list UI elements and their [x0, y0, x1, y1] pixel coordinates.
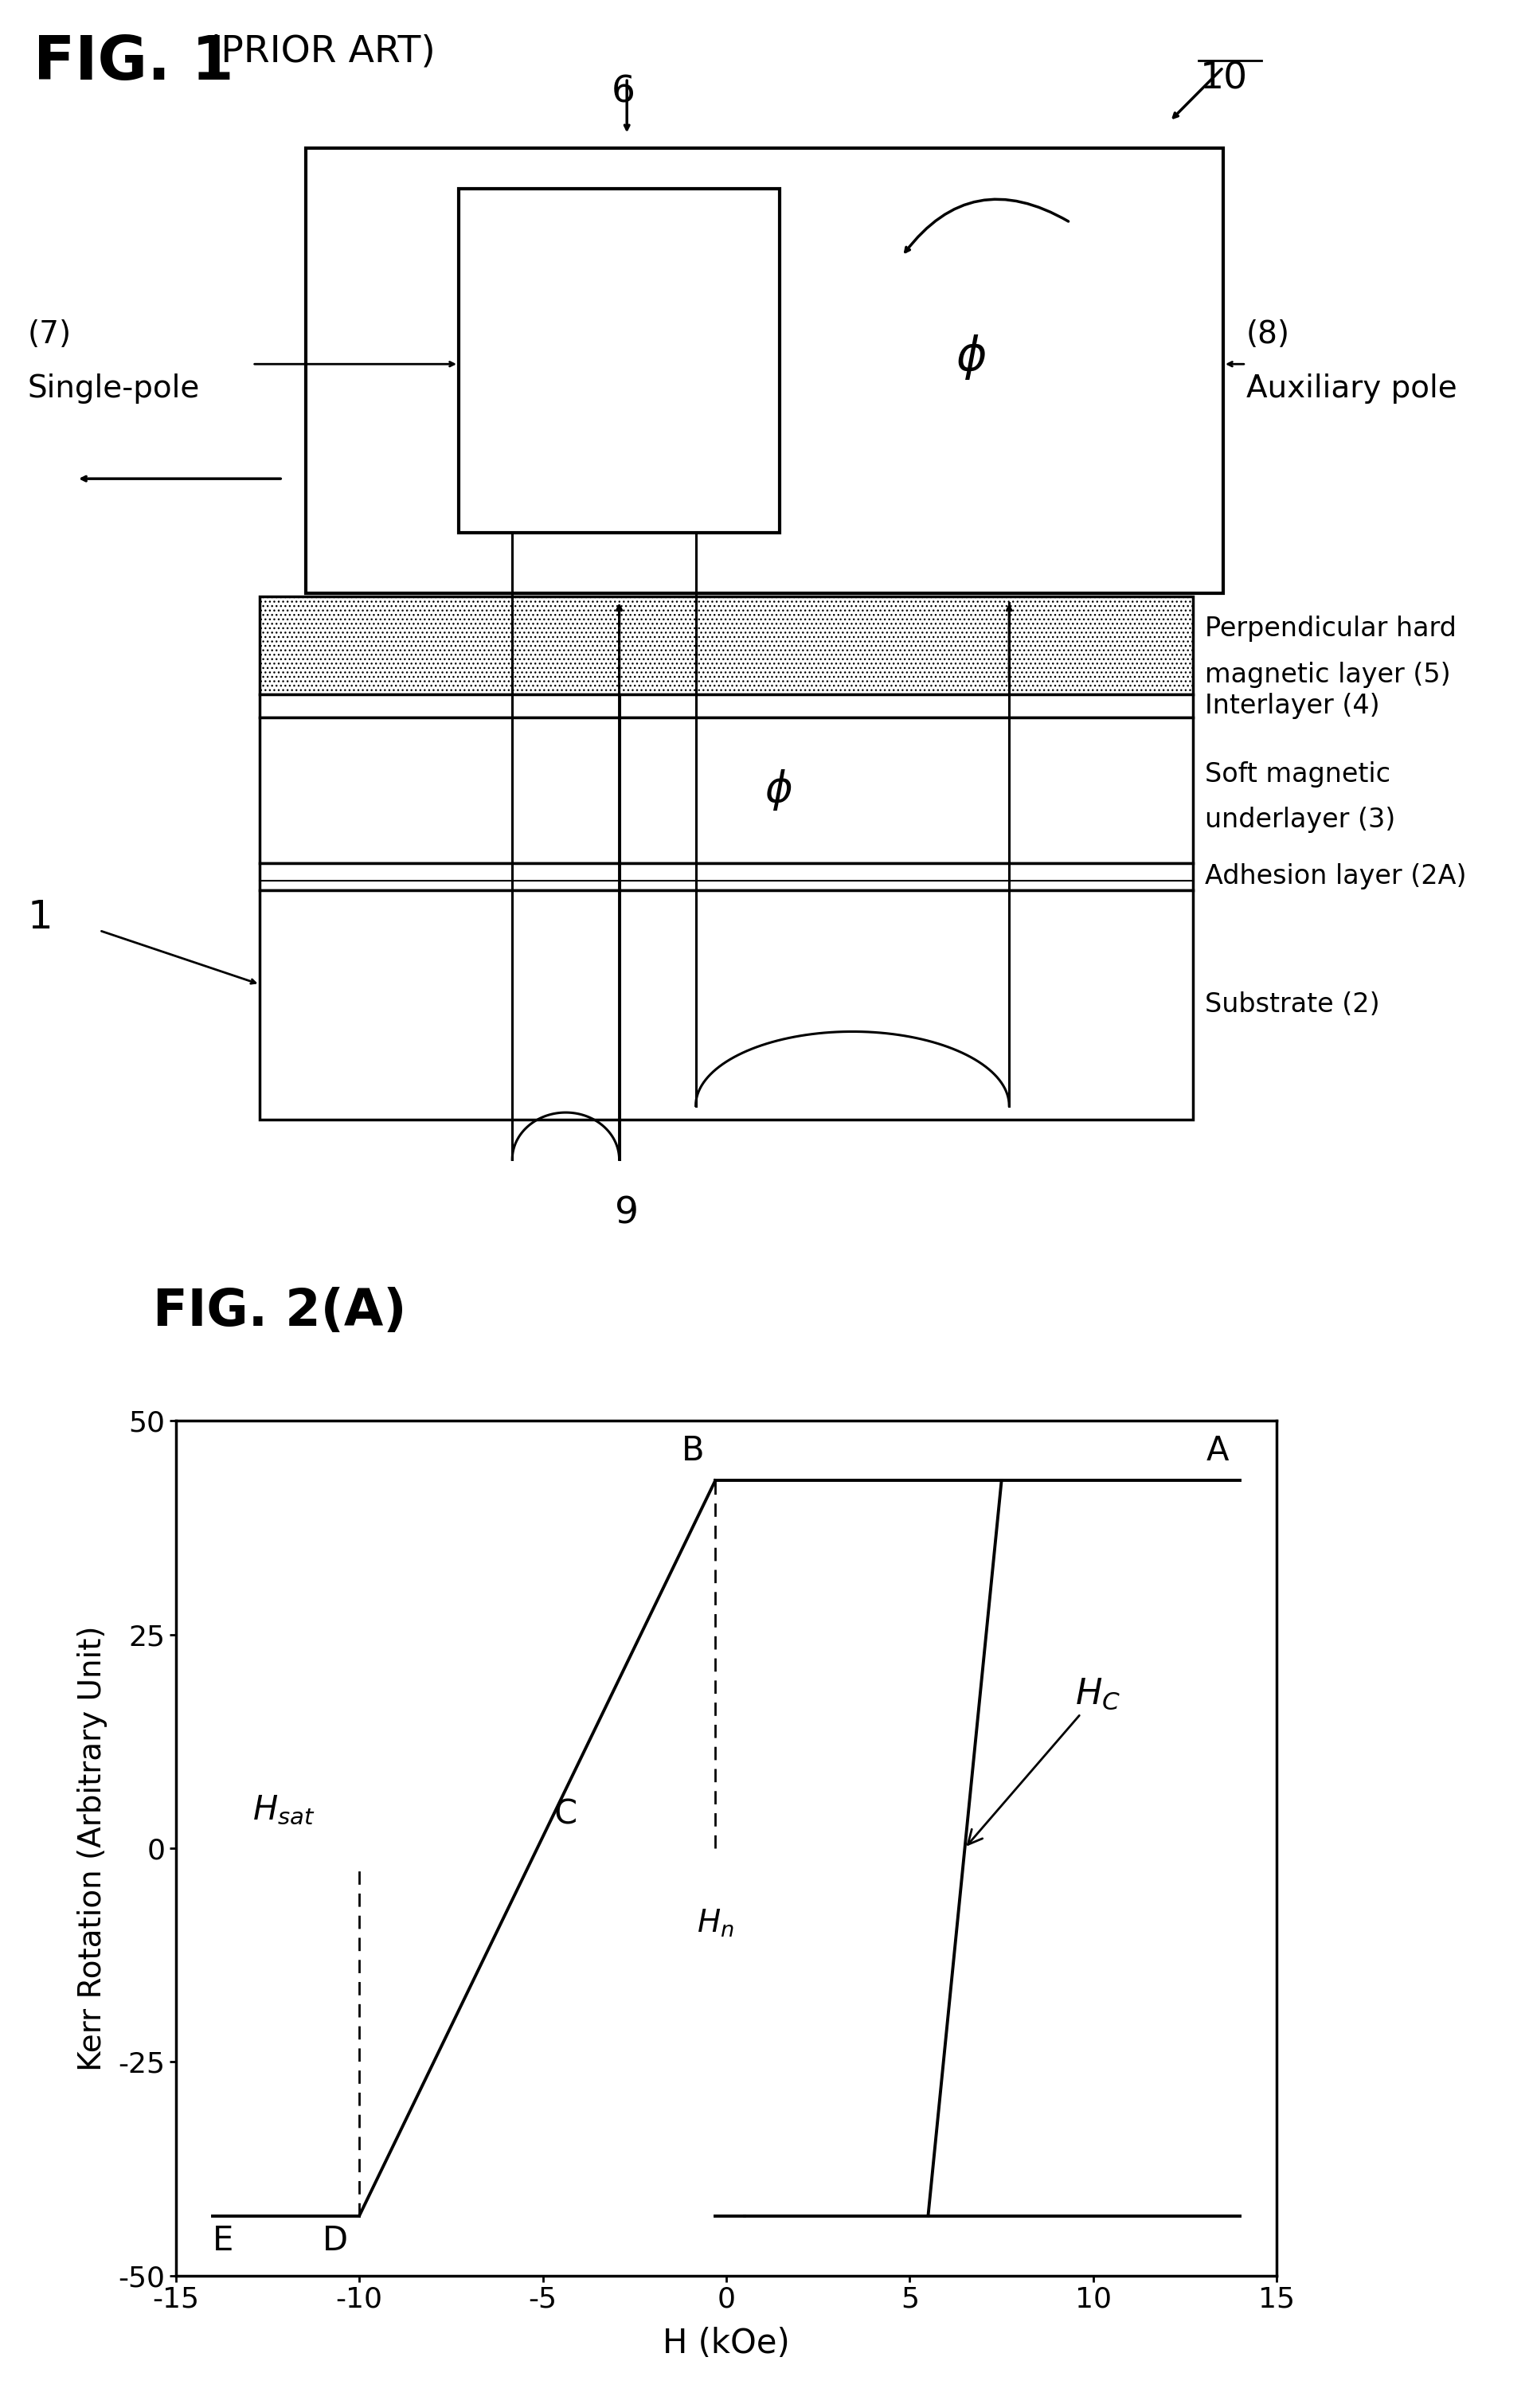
Text: $H_{sat}$: $H_{sat}$: [252, 1794, 315, 1825]
Text: underlayer (3): underlayer (3): [1205, 807, 1396, 833]
X-axis label: H (kOe): H (kOe): [662, 2326, 790, 2360]
Text: B: B: [682, 1435, 705, 1469]
Text: $\phi$: $\phi$: [764, 768, 792, 811]
Bar: [260, 718, 1193, 862]
Text: Adhesion layer (2A): Adhesion layer (2A): [1205, 864, 1466, 889]
Text: Substrate (2): Substrate (2): [1205, 992, 1379, 1019]
Text: A: A: [1206, 1435, 1229, 1469]
Text: $H_C$: $H_C$: [968, 1676, 1121, 1845]
Text: $H_n$: $H_n$: [697, 1907, 734, 1938]
Text: 9: 9: [615, 1197, 639, 1230]
Text: FIG. 1: FIG. 1: [34, 34, 234, 92]
Text: Soft magnetic: Soft magnetic: [1205, 761, 1390, 787]
Text: Single-pole: Single-pole: [28, 373, 200, 405]
Text: Interlayer (4): Interlayer (4): [1205, 694, 1379, 720]
Text: 10: 10: [1200, 60, 1248, 96]
Bar: [260, 862, 1193, 891]
Text: Perpendicular hard: Perpendicular hard: [1205, 616, 1457, 643]
Bar: [306, 149, 1223, 592]
Bar: [260, 694, 1193, 718]
Text: 6: 6: [612, 75, 636, 111]
Text: C: C: [553, 1799, 576, 1830]
Bar: [260, 597, 1193, 694]
Y-axis label: Kerr Rotation (Arbitrary Unit): Kerr Rotation (Arbitrary Unit): [76, 1625, 107, 2071]
Text: (7): (7): [28, 320, 72, 349]
Text: E: E: [213, 2225, 234, 2259]
Text: (PRIOR ART): (PRIOR ART): [206, 34, 436, 70]
Bar: [459, 188, 780, 532]
Text: FIG. 2(A): FIG. 2(A): [153, 1286, 407, 1336]
Text: $\phi$: $\phi$: [956, 332, 986, 380]
Text: magnetic layer (5): magnetic layer (5): [1205, 662, 1451, 689]
Text: (8): (8): [1246, 320, 1290, 349]
Text: Auxiliary pole: Auxiliary pole: [1246, 373, 1457, 405]
Text: 1: 1: [28, 898, 54, 937]
Text: D: D: [323, 2225, 349, 2259]
Bar: [260, 891, 1193, 1120]
